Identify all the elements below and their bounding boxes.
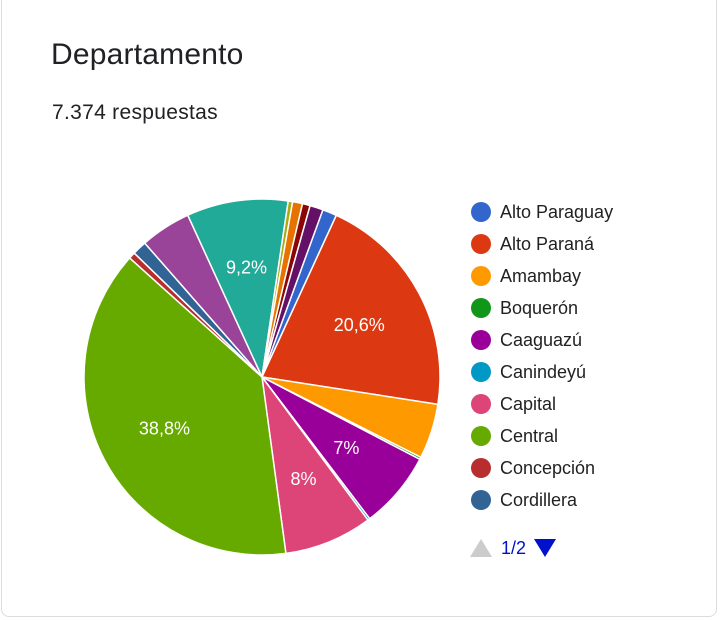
legend-swatch <box>471 202 491 222</box>
legend-item: Capital <box>471 388 613 420</box>
chart-title: Departamento <box>51 38 244 71</box>
slice-data-label: 38,8% <box>139 419 190 439</box>
slice-data-label: 20,6% <box>334 315 385 335</box>
legend-swatch <box>471 426 491 446</box>
legend-pager: 1/2 <box>470 536 557 560</box>
legend-label: Amambay <box>500 265 582 286</box>
pie-slice-11 <box>186 198 290 380</box>
legend-swatch <box>471 394 491 414</box>
legend-swatch <box>471 234 491 254</box>
legend-label: Cordillera <box>500 489 578 510</box>
pie-slice-15 <box>261 204 324 378</box>
legend-swatch <box>471 266 491 286</box>
legend-swatch <box>471 490 491 510</box>
legend-item: Central <box>471 420 613 452</box>
legend-swatch <box>471 330 491 350</box>
legend-label: Canindeyú <box>500 361 587 382</box>
legend-item: Canindeyú <box>471 356 613 388</box>
legend-swatch <box>471 458 491 478</box>
legend-swatch <box>471 362 491 382</box>
slice-data-label: 7% <box>333 438 359 458</box>
legend-label: Boquerón <box>500 297 579 318</box>
legend-item: Alto Paraná <box>471 228 613 260</box>
legend-label: Central <box>500 425 559 446</box>
slice-data-label: 8% <box>291 469 317 489</box>
pie-slice-1 <box>260 214 441 406</box>
legend-item: Concepción <box>471 452 613 484</box>
legend-label: Concepción <box>500 457 596 478</box>
legend-item: Cordillera <box>471 484 613 516</box>
legend-swatch <box>471 298 491 318</box>
legend-item: Caaguazú <box>471 324 613 356</box>
legend-item: Alto Paraguay <box>471 196 613 228</box>
legend-page-indicator: 1/2 <box>501 537 527 558</box>
response-count: 7.374 respuestas <box>52 101 218 124</box>
legend-label: Alto Paraná <box>500 233 595 254</box>
slice-data-label: 9,2% <box>226 258 267 278</box>
pie-slice-7 <box>83 256 287 556</box>
chart-legend: Alto Paraguay Alto Paraná Amambay Boquerón C… <box>471 196 613 516</box>
triangle-up-icon[interactable] <box>470 539 492 557</box>
triangle-down-icon[interactable] <box>534 539 557 557</box>
legend-label: Caaguazú <box>500 329 583 350</box>
legend-label: Alto Paraguay <box>500 201 614 222</box>
legend-label: Capital <box>500 393 557 414</box>
legend-item: Boquerón <box>471 292 613 324</box>
legend-item: Amambay <box>471 260 613 292</box>
pie-slice-6 <box>261 376 369 555</box>
